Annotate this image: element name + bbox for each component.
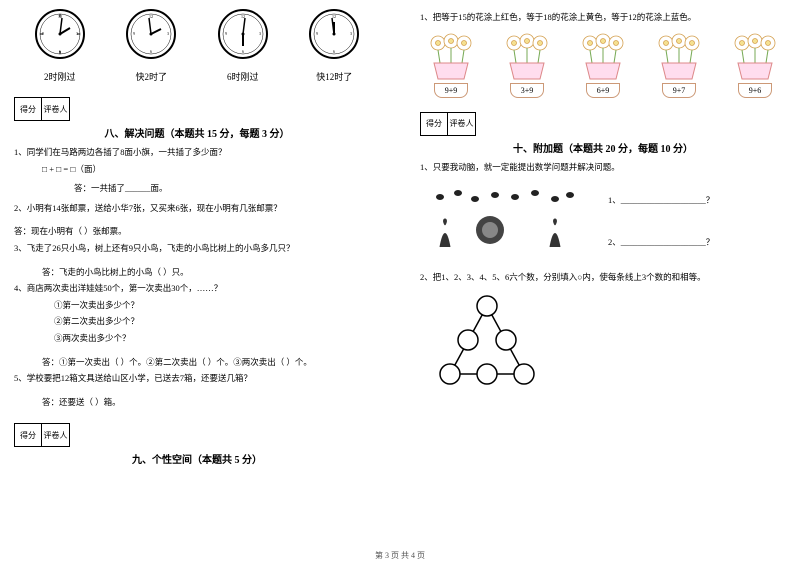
- svg-text:9: 9: [42, 31, 44, 36]
- q8-4-ans: 答：①第一次卖出（ ）个。②第二次卖出（ ）个。③两次卖出（ ）个。: [42, 356, 380, 370]
- section-10-title: 十、附加题（本题共 20 分，每题 10 分）: [420, 140, 786, 155]
- flower-3: 6+9: [572, 31, 634, 98]
- svg-text:6: 6: [150, 49, 152, 54]
- clock-4: 12 3 6 9 快12时了: [299, 8, 369, 83]
- clock-face-icon: 12 3 6 9: [217, 8, 269, 60]
- q8-4-1: ①第一次卖出多少个？: [54, 299, 380, 313]
- q10-2: 2、把1、2、3、4、5、6六个数，分别填入○内，使每条线上3个数的和相等。: [420, 271, 786, 285]
- svg-text:6: 6: [333, 49, 335, 54]
- q8-4: 4、商店两次卖出洋娃娃50个，第一次卖出30个，……？: [14, 282, 380, 296]
- svg-text:6: 6: [242, 49, 244, 54]
- section-9-title: 九、个性空间（本题共 5 分）: [14, 451, 380, 466]
- flower-4-label: 9+7: [662, 83, 696, 98]
- bee-illustration: [420, 185, 600, 255]
- q9-1: 1、把等于15的花涂上红色，等于18的花涂上黄色，等于12的花涂上蓝色。: [420, 11, 786, 25]
- svg-text:3: 3: [259, 31, 261, 36]
- grader-cell: 评卷人: [42, 423, 70, 447]
- clock-face-icon: 12 3 6 9: [308, 8, 360, 60]
- flower-4: 9+7: [648, 31, 710, 98]
- q10-1: 1、只要我动脑，就一定能提出数学问题并解决问题。: [420, 161, 786, 175]
- clock-3-label: 6时刚过: [227, 70, 259, 83]
- flower-icon: [576, 31, 630, 81]
- q8-2: 2、小明有14张邮票，送给小华7张，又买来6张，现在小明有几张邮票？: [14, 202, 380, 216]
- q8-5: 5、学校要把12箱文具送给山区小学，已送去7箱，还要送几箱？: [14, 372, 380, 386]
- svg-text:9: 9: [225, 31, 227, 36]
- clock-2-label: 快2时了: [135, 70, 167, 83]
- clock-2: 12 3 6 9 快2时了: [116, 8, 186, 83]
- flower-row: 9+9 3+9 6+9 9+7: [420, 31, 786, 98]
- svg-text:3: 3: [350, 31, 352, 36]
- flower-1-label: 9+9: [434, 83, 468, 98]
- flower-icon: [500, 31, 554, 81]
- flower-1: 9+9: [420, 31, 482, 98]
- flower-icon: [728, 31, 782, 81]
- q8-1-expr: □ + □ = □（面）: [42, 163, 380, 177]
- score-cell: 得分: [420, 112, 448, 136]
- clock-face-icon: 12 3 6 9: [125, 8, 177, 60]
- flower-icon: [652, 31, 706, 81]
- grader-cell: 评卷人: [42, 97, 70, 121]
- score-cell: 得分: [14, 97, 42, 121]
- q8-1-ans: 答：一共插了______面。: [74, 182, 380, 196]
- right-column: 1、把等于15的花涂上红色，等于18的花涂上黄色，等于12的花涂上蓝色。 9+9: [400, 0, 800, 565]
- triangle-circles-icon: [432, 292, 542, 392]
- q8-1: 1、同学们在马路两边各插了8面小旗，一共插了多少面？: [14, 146, 380, 160]
- score-cell: 得分: [14, 423, 42, 447]
- flower-2: 3+9: [496, 31, 558, 98]
- clock-3: 12 3 6 9 6时刚过: [208, 8, 278, 83]
- grader-cell: 评卷人: [448, 112, 476, 136]
- fill-lines: 1、____________________？ 2、______________…: [608, 191, 714, 252]
- fill-1: 1、____________________？: [608, 194, 714, 208]
- page-footer: 第 3 页 共 4 页: [0, 550, 800, 561]
- left-column: 12 3 6 9 2时刚过 12 3 6 9 快2时了: [0, 0, 400, 565]
- clock-1-label: 2时刚过: [44, 70, 76, 83]
- section-8-title: 八、解决问题（本题共 15 分，每题 3 分）: [14, 125, 380, 140]
- flower-icon: [424, 31, 478, 81]
- q8-4-2: ②第二次卖出多少个？: [54, 315, 380, 329]
- svg-text:6: 6: [59, 49, 61, 54]
- flower-5-label: 9+6: [738, 83, 772, 98]
- fill-2: 2、____________________？: [608, 236, 714, 250]
- flower-2-label: 3+9: [510, 83, 544, 98]
- svg-text:9: 9: [316, 31, 318, 36]
- q8-3-ans: 答：飞走的小鸟比树上的小鸟（ ）只。: [42, 266, 380, 280]
- q8-2-ans: 答：现在小明有（ ）张邮票。: [14, 225, 380, 239]
- svg-text:3: 3: [76, 31, 78, 36]
- svg-text:9: 9: [133, 31, 135, 36]
- bees-flowers-icon: [420, 185, 600, 255]
- score-box-10: 得分 评卷人: [420, 112, 786, 136]
- clock-1: 12 3 6 9 2时刚过: [25, 8, 95, 83]
- clock-4-label: 快12时了: [316, 70, 352, 83]
- clock-row: 12 3 6 9 2时刚过 12 3 6 9 快2时了: [14, 8, 380, 83]
- clock-face-icon: 12 3 6 9: [34, 8, 86, 60]
- q8-5-ans: 答：还要送（ ）箱。: [42, 396, 380, 410]
- flower-3-label: 6+9: [586, 83, 620, 98]
- score-box-9: 得分 评卷人: [14, 423, 380, 447]
- flower-5: 9+6: [724, 31, 786, 98]
- svg-text:3: 3: [167, 31, 169, 36]
- q8-4-3: ③两次卖出多少个？: [54, 332, 380, 346]
- q8-3: 3、飞走了26只小鸟，树上还有9只小鸟，飞走的小鸟比树上的小鸟多几只？: [14, 242, 380, 256]
- score-box-8: 得分 评卷人: [14, 97, 380, 121]
